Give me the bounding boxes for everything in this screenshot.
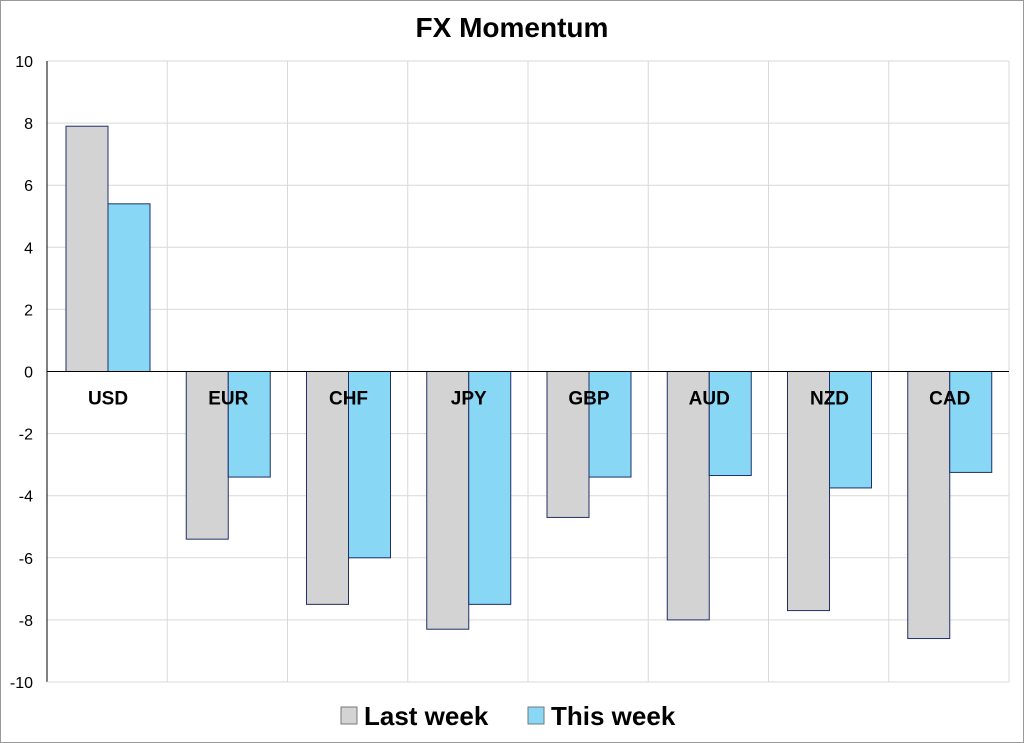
- y-tick-label: -10: [10, 675, 33, 692]
- axes: [46, 61, 1009, 683]
- bar-this-week-cad: [949, 371, 993, 473]
- y-tick-label: 10: [15, 54, 33, 71]
- bars: [65, 125, 993, 640]
- bar-this-week-jpy: [468, 371, 512, 605]
- y-tick-label: -8: [19, 613, 33, 630]
- category-label: AUD: [689, 389, 730, 410]
- category-label: USD: [88, 389, 128, 410]
- y-tick-label: -6: [19, 551, 33, 568]
- y-tick-label: -4: [19, 489, 33, 506]
- category-label: EUR: [208, 389, 248, 410]
- y-tick-label: -2: [19, 427, 33, 444]
- legend: Last week This week: [340, 701, 676, 731]
- category-label: JPY: [451, 389, 487, 410]
- y-tick-label: 2: [24, 302, 33, 319]
- y-tick-label: 0: [24, 365, 33, 382]
- category-label: CHF: [329, 389, 368, 410]
- bar-this-week-gbp: [588, 371, 632, 478]
- bar-last-week-jpy: [426, 371, 470, 630]
- bar-this-week-aud: [708, 371, 752, 477]
- labels: 10 8 6 4 2 0 -2 -4 -6 -8 -10 USD EUR CHF JPY GBP AUD NZD C…: [10, 54, 970, 692]
- bar-this-week-eur: [227, 371, 271, 478]
- y-tick-label: 4: [24, 240, 33, 257]
- y-tick-label: 8: [24, 116, 33, 133]
- bar-last-week-aud: [666, 371, 710, 621]
- legend-swatch: [527, 706, 545, 725]
- bar-last-week-usd: [65, 125, 109, 372]
- chart-title: FX Momentum: [416, 12, 609, 43]
- category-label: CAD: [929, 389, 970, 410]
- y-tick-label: 6: [24, 178, 33, 195]
- bar-this-week-nzd: [829, 371, 872, 489]
- category-label: NZD: [810, 389, 849, 410]
- legend-label: Last week: [364, 701, 489, 731]
- legend-swatch: [340, 706, 358, 725]
- bar-this-week-usd: [107, 203, 151, 372]
- category-label: GBP: [568, 389, 610, 410]
- bar-last-week-cad: [907, 371, 951, 640]
- bar-last-week-nzd: [787, 371, 830, 612]
- legend-label: This week: [551, 701, 676, 731]
